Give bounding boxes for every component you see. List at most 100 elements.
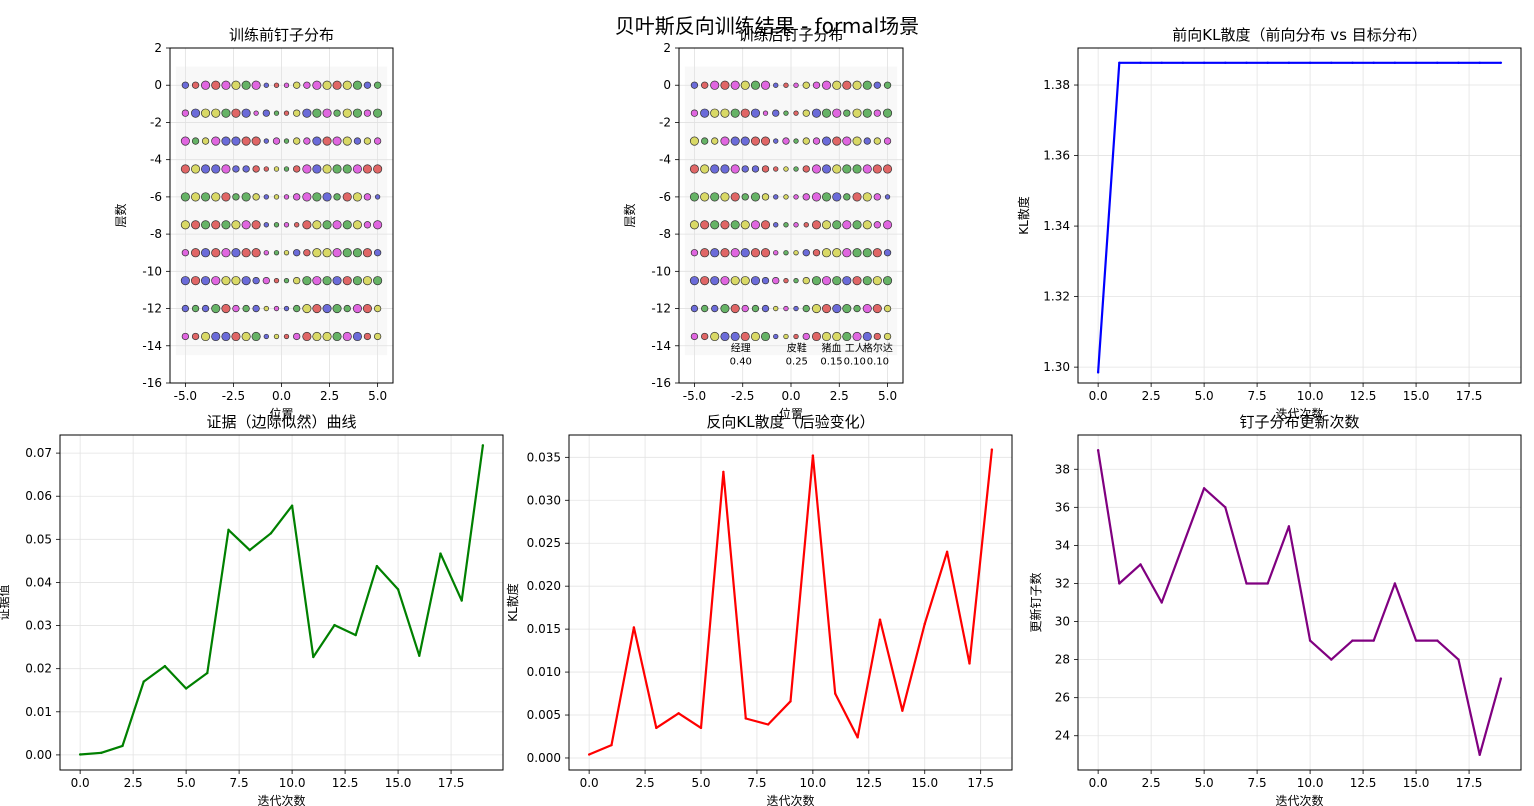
x-tick-label: 0.0 — [1089, 776, 1108, 790]
x-tick-label: 5.0 — [878, 389, 897, 403]
peg-marker — [251, 248, 261, 258]
data-point — [968, 662, 971, 665]
peg-marker — [862, 248, 872, 258]
peg-marker — [883, 108, 893, 118]
y-tick-label: -4 — [659, 153, 671, 167]
chart-title: 证据（边际似然）曲线 — [206, 413, 356, 431]
data-point — [1478, 61, 1481, 65]
peg-marker — [730, 304, 740, 314]
peg-marker — [773, 82, 779, 88]
peg-marker — [812, 81, 821, 89]
peg-marker — [793, 277, 799, 284]
peg-marker — [283, 194, 290, 200]
peg-marker — [191, 192, 201, 202]
data-point — [1160, 601, 1163, 604]
y-tick-label: 24 — [1055, 729, 1070, 743]
peg-marker — [302, 220, 312, 230]
data-point — [1330, 61, 1333, 65]
peg-marker — [374, 194, 381, 200]
axes-frame — [568, 434, 1013, 771]
peg-marker — [342, 108, 352, 118]
y-tick-label: -10 — [651, 264, 671, 278]
peg-marker — [312, 192, 322, 202]
peg-marker — [842, 276, 852, 286]
data-point — [1096, 371, 1100, 374]
peg-marker — [273, 305, 280, 312]
peg-marker — [373, 304, 382, 313]
x-tick-label: 0.0 — [272, 389, 291, 403]
peg-marker — [720, 331, 730, 342]
peg-marker — [373, 137, 382, 145]
peg-marker — [730, 108, 740, 118]
peg-marker — [821, 304, 832, 314]
peg-marker — [872, 304, 882, 314]
peg-marker — [362, 164, 372, 174]
peg-marker — [793, 194, 799, 200]
peg-marker — [180, 276, 190, 286]
peg-marker — [191, 276, 201, 286]
peg-marker — [352, 304, 362, 314]
peg-marker — [761, 304, 770, 313]
peg-marker — [701, 304, 709, 313]
data-point — [396, 588, 400, 591]
peg-marker — [783, 305, 789, 312]
chart-title: 反向KL散度（后验变化） — [706, 413, 874, 431]
peg-marker — [811, 108, 822, 118]
peg-marker — [273, 277, 280, 284]
data-point — [1372, 61, 1375, 65]
peg-marker — [872, 164, 882, 174]
peg-marker — [303, 249, 311, 257]
peg-marker — [690, 304, 699, 313]
x-tick-label: 2.5 — [830, 389, 849, 403]
y-tick-label: 30 — [1055, 615, 1070, 629]
peg-marker — [342, 136, 352, 146]
peg-marker — [181, 249, 190, 257]
peg-marker — [283, 138, 290, 144]
peg-marker — [241, 248, 251, 258]
y-tick-label: -14 — [142, 339, 162, 353]
peg-marker — [252, 304, 260, 313]
y-axis-label: 层数 — [622, 203, 637, 227]
data-point — [163, 664, 167, 668]
peg-marker — [333, 193, 341, 201]
peg-marker — [373, 81, 382, 89]
peg-marker — [322, 164, 332, 174]
peg-marker — [241, 192, 251, 202]
peg-marker — [221, 192, 231, 202]
peg-marker — [273, 222, 280, 228]
peg-marker — [811, 192, 822, 202]
x-tick-label: 7.5 — [1248, 776, 1267, 790]
peg-marker — [883, 276, 893, 286]
peg-marker — [884, 194, 891, 200]
data-point — [744, 717, 747, 720]
peg-marker — [750, 80, 761, 90]
data-point — [100, 751, 103, 754]
x-tick-label: -5.0 — [683, 389, 706, 403]
peg-marker — [843, 193, 851, 201]
peg-marker — [211, 248, 221, 258]
peg-marker — [730, 276, 740, 286]
plot-area — [60, 435, 503, 770]
x-axis-label: 迭代次数 — [1275, 406, 1323, 421]
x-tick-label: 0.0 — [71, 776, 90, 790]
peg-marker — [293, 193, 301, 201]
peg-marker — [832, 108, 842, 118]
peg-marker — [191, 248, 201, 258]
bin-value: 0.10 — [867, 356, 889, 367]
chart-title: 训练前钉子分布 — [229, 26, 334, 44]
bin-value: 0.40 — [730, 356, 752, 367]
peg-marker — [862, 304, 872, 314]
y-tick-label: 0.025 — [527, 536, 561, 550]
x-tick-label: 15.0 — [911, 776, 938, 790]
peg-marker — [293, 137, 301, 145]
peg-marker — [241, 80, 251, 90]
peg-marker — [252, 193, 260, 201]
data-point — [1202, 61, 1206, 65]
peg-marker — [862, 276, 872, 286]
data-point — [1436, 61, 1439, 65]
peg-marker — [802, 276, 810, 285]
peg-marker — [231, 80, 241, 90]
peg-marker — [221, 304, 231, 314]
peg-marker — [201, 192, 211, 202]
data-point — [439, 552, 442, 555]
